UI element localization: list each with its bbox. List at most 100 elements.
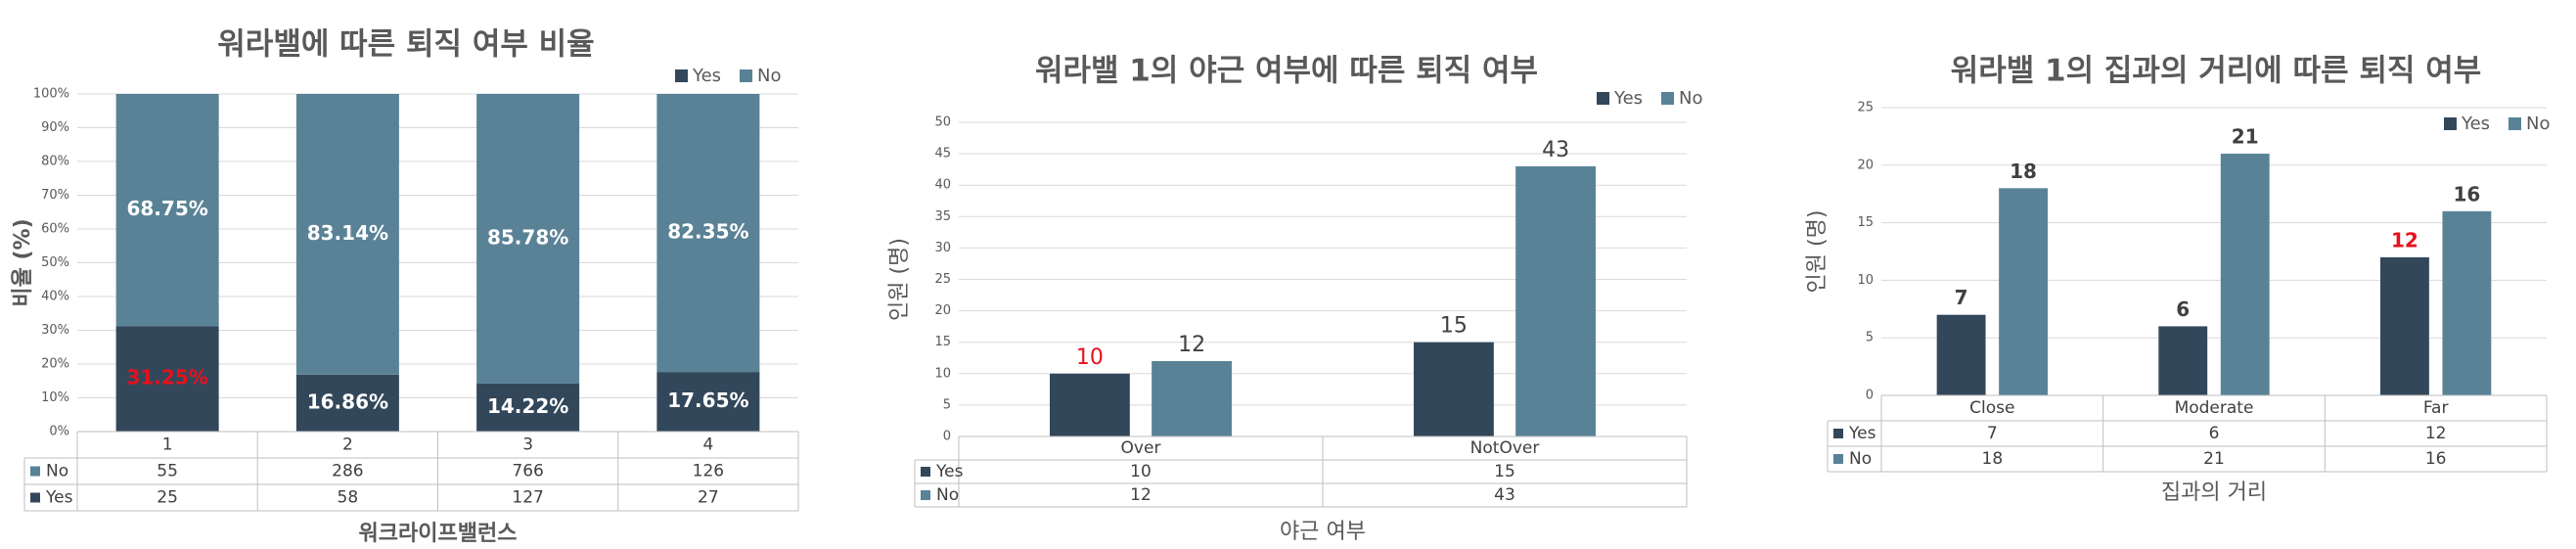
y-axis-title: 인원 (명) [887,238,912,321]
legend-label: No [2526,114,2550,134]
y-tick-label: 45 [934,147,951,161]
legend-swatch [1661,92,1674,105]
table-row-label: Yes [935,462,964,481]
y-axis-title: 인원 (명) [1805,210,1830,294]
bar-label: 85.78% [487,225,568,249]
table-cell: 7 [1987,424,1998,443]
bar-label: 16.86% [307,389,388,413]
table-row-label: No [936,485,959,505]
table-row-label: No [46,462,68,481]
table-cell: 25 [157,488,178,508]
y-tick-label: 40 [934,178,951,193]
table-swatch [30,492,40,503]
x-tick-label: Close [1969,398,2014,418]
table-cell: 43 [1494,485,1515,505]
table-cell: 27 [698,488,719,508]
bar-segment [476,94,580,384]
x-tick-label: Far [2423,398,2449,418]
bar-label: 15 [1440,314,1468,339]
bar-label: 16 [2453,182,2480,206]
table-cell: 55 [157,462,178,481]
bar-label: 7 [1955,286,1968,309]
x-tick-label: 1 [162,435,173,455]
y-tick-label: 40% [41,290,69,304]
table-row-label: Yes [45,488,73,508]
bar-segment [115,94,219,327]
x-axis-title: 워크라이프밸런스 [359,522,518,546]
legend-swatch [675,69,688,82]
table-swatch [921,467,930,477]
table-cell: 21 [2203,449,2225,469]
y-tick-label: 30% [41,323,69,338]
x-axis-title: 야근 여부 [1280,520,1366,544]
chart-title: 워라밸에 따른 퇴직 여부 비율 [217,27,594,63]
y-tick-label: 5 [943,397,951,412]
legend-swatch [740,69,752,82]
bar-segment [656,94,760,373]
legend-label: Yes [692,66,721,86]
table-cell: 16 [2425,449,2447,469]
bar-label: 18 [2010,160,2037,183]
bar-label: 10 [1076,345,1104,370]
y-tick-label: 0 [1866,389,1874,403]
bar [1152,360,1232,436]
bar-label: 6 [2176,297,2190,321]
chart: 워라밸 1의 야근 여부에 따른 퇴직 여부 0 5 10 15 20 25 30 35 40 45… [887,54,1702,545]
table-swatch [1833,429,1843,438]
y-tick-label: 90% [41,120,69,135]
table-cell: 12 [2425,424,2447,443]
legend-label: No [1679,88,1702,109]
legend-swatch [2444,117,2457,130]
bar [1050,373,1130,436]
x-tick-label: 4 [702,435,713,455]
table-cell: 127 [512,488,543,508]
x-tick-label: 2 [342,435,353,455]
bar-label: 68.75% [126,197,207,220]
x-axis-title: 집과의 거리 [2161,480,2267,505]
bar [2442,210,2492,395]
y-tick-label: 70% [41,188,69,203]
y-tick-label: 20 [934,303,951,318]
bar-label: 21 [2232,125,2259,149]
y-tick-label: 0 [943,430,951,444]
legend-label: Yes [1613,88,1643,109]
bar-segment [295,374,399,432]
legend-label: No [757,66,781,86]
bar [1414,342,1494,436]
bar [2380,256,2429,395]
chart: 워라밸 1의 집과의 거리에 따른 퇴직 여부 0 5 10 15 20 25 인원 (명) 집… [1805,54,2550,506]
y-tick-label: 25 [1857,101,1874,115]
bar-label: 82.35% [667,220,748,244]
legend-swatch [1597,92,1609,105]
bar [1515,165,1596,436]
y-tick-label: 20% [41,357,69,372]
bar-label: 14.22% [487,394,568,418]
bar-segment [295,94,399,375]
y-tick-label: 30 [934,241,951,255]
bar-label: 83.14% [307,221,388,245]
y-tick-label: 100% [33,87,69,102]
x-tick-label: 3 [522,435,533,455]
y-tick-label: 0% [49,425,69,439]
bar-segment [115,326,219,432]
y-tick-label: 5 [1866,331,1874,345]
bar-segment [656,372,760,432]
chart: 워라밸에 따른 퇴직 여부 비율 0% 10% 20% 30% 40% 50% 60% 70% 8… [11,27,799,546]
bar [1999,188,2048,395]
table-cell: 58 [338,488,359,508]
y-tick-label: 15 [934,335,951,349]
chart-title: 워라밸 1의 집과의 거리에 따른 퇴직 여부 [1951,54,2482,89]
table-swatch [921,490,930,500]
y-tick-label: 50% [41,255,69,270]
y-tick-label: 50 [934,115,951,130]
table-cell: 18 [1982,449,2004,469]
x-tick-label: Over [1121,438,1161,458]
bar-label: 17.65% [667,389,748,412]
legend-label: Yes [2461,114,2490,134]
x-tick-label: NotOver [1470,438,1540,458]
y-tick-label: 10 [934,366,951,381]
legend-swatch [2508,117,2521,130]
table-row-label: No [1849,449,1872,469]
table-swatch [1833,454,1843,464]
